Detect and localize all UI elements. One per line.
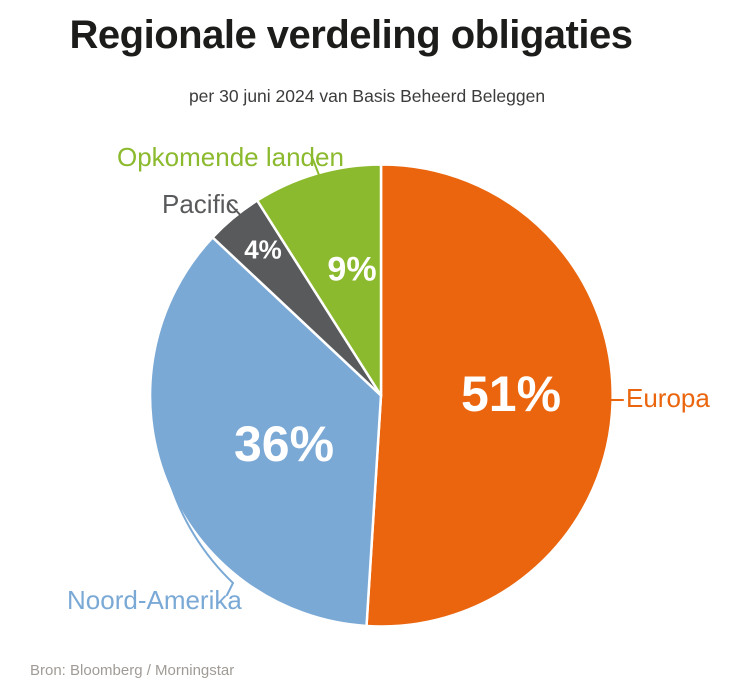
pie-slices	[148, 163, 614, 628]
pct-label-pacific: 4%	[244, 234, 282, 265]
slice-label-noord-amerika: Noord-Amerika	[67, 585, 242, 615]
leader-line-pacific	[228, 202, 247, 222]
pct-label-noord-amerika: 36%	[233, 416, 335, 472]
chart-subtitle: per 30 juni 2024 van Basis Beheerd Beleg…	[188, 86, 546, 106]
leader-line-opkomende-landen	[311, 156, 320, 176]
pie-slice-opkomende-landen	[255, 163, 383, 397]
leader-line-noord-amerika	[168, 468, 234, 596]
slice-label-europa: Europa	[626, 383, 710, 413]
chart-title: Regionale verdeling obligaties	[69, 13, 633, 57]
pie-slice-europa	[365, 163, 614, 628]
source-note: Bron: Bloomberg / Morningstar	[30, 662, 235, 679]
slice-label-opkomende-landen: Opkomende landen	[117, 142, 344, 172]
slice-label-pacific: Pacific	[162, 189, 239, 219]
pct-label-opkomende-landen: 9%	[327, 250, 377, 289]
pct-label-europa: 51%	[460, 366, 562, 422]
pie-slice-noord-amerika	[148, 236, 383, 628]
